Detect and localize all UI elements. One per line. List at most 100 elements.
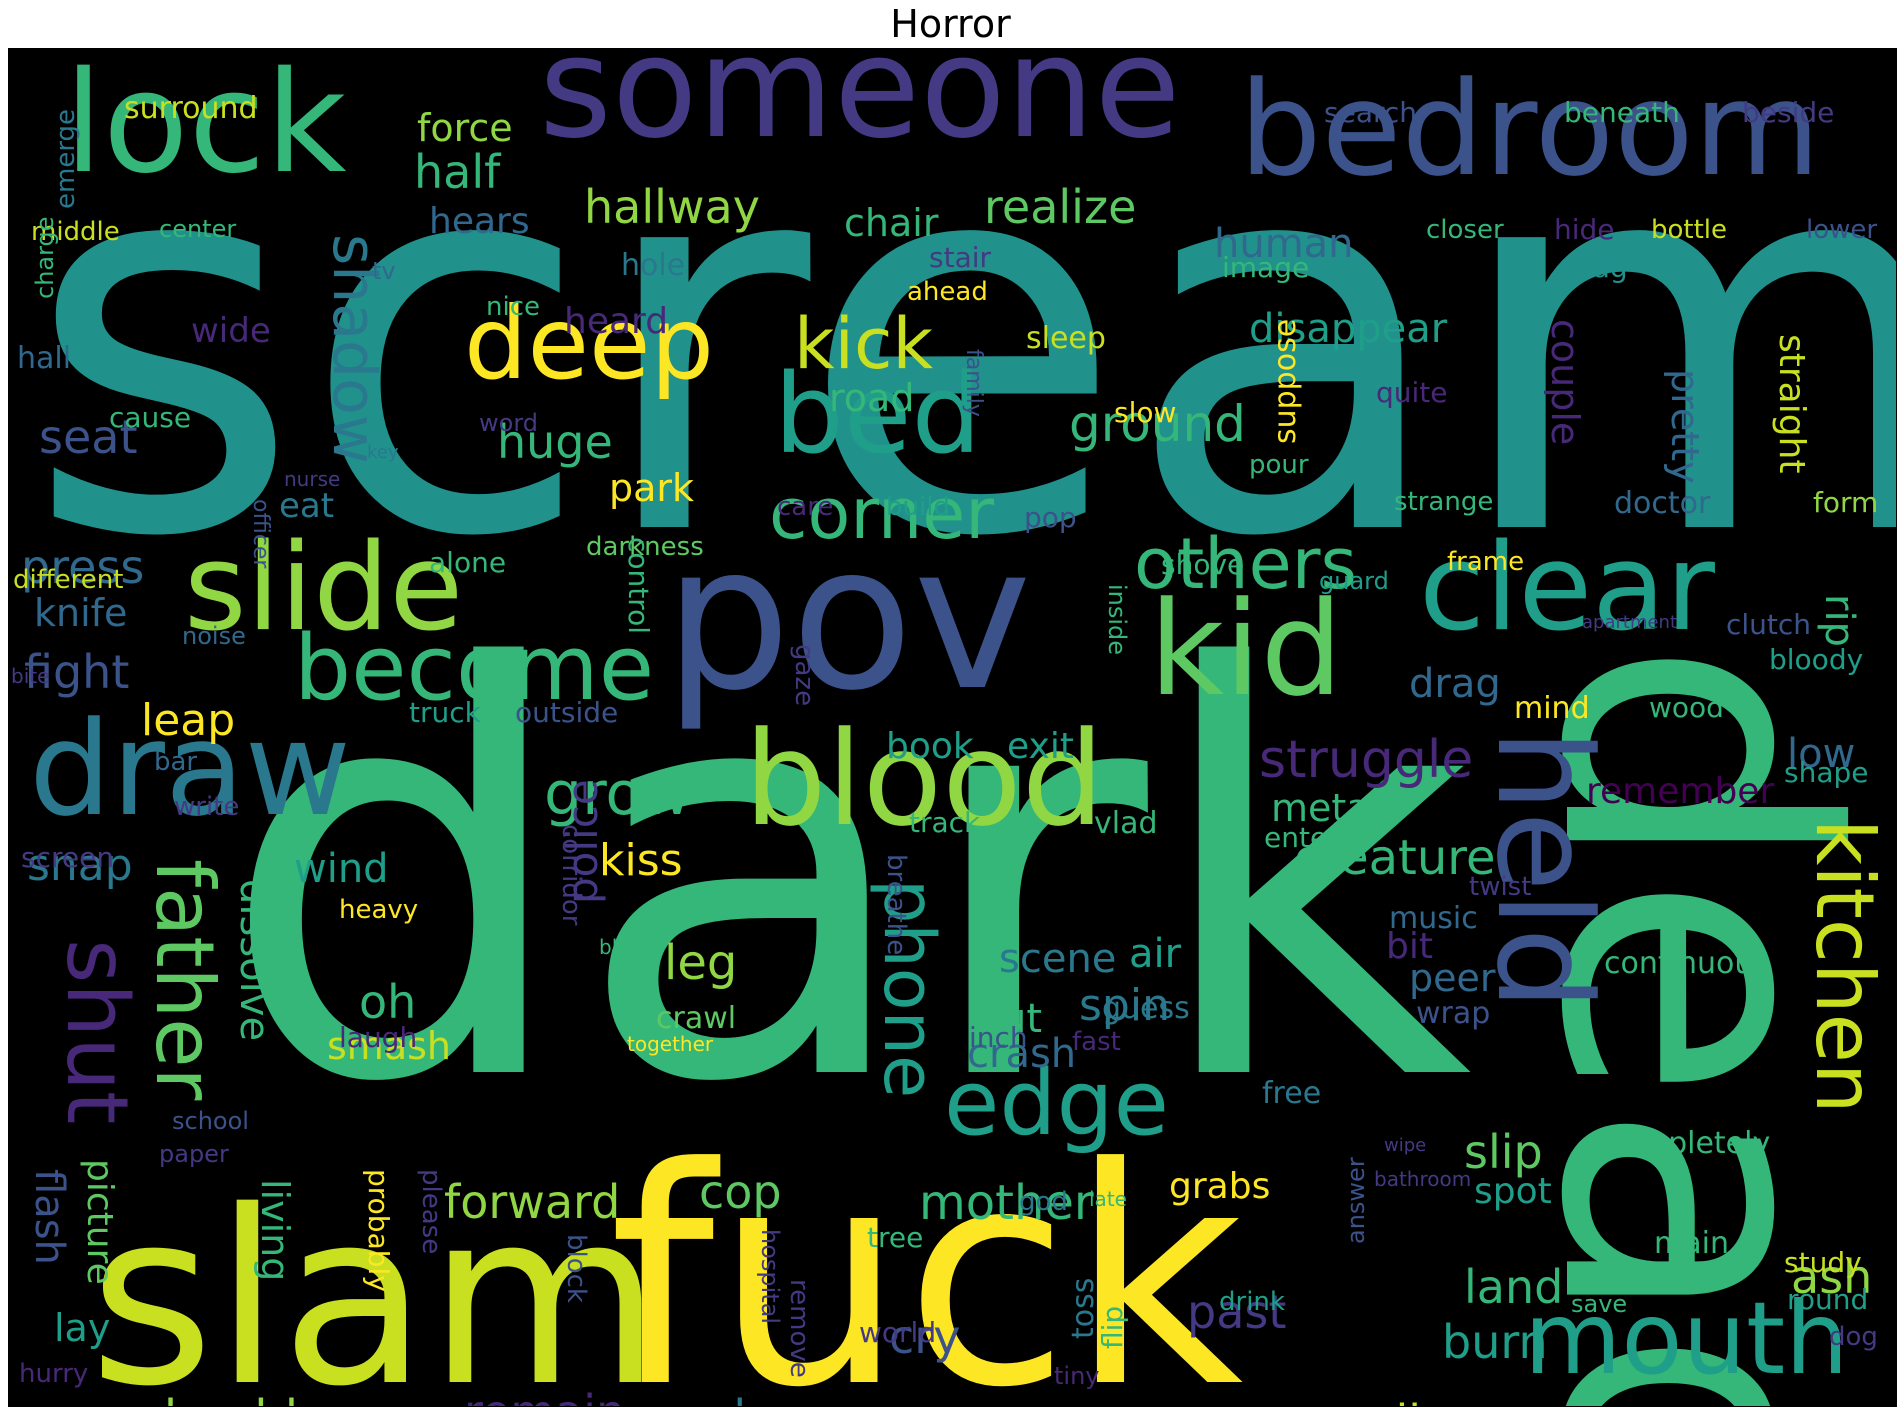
word: clutch	[1726, 608, 1812, 641]
word: creature	[1294, 830, 1496, 886]
word: die	[1379, 1399, 1449, 1406]
word: park	[609, 466, 695, 510]
word: wide	[191, 311, 271, 351]
word: hide	[1554, 213, 1615, 246]
word: tv	[372, 257, 396, 285]
word: straight	[1771, 334, 1812, 474]
word: frame	[1447, 547, 1525, 577]
word: human	[1214, 221, 1354, 267]
word: flash	[26, 1169, 72, 1265]
word: charge	[31, 216, 59, 299]
word-cloud: scream dark dead fuck slam pov someone b…	[8, 48, 1897, 1407]
word: pov	[664, 502, 1032, 735]
word: please	[416, 1169, 446, 1255]
word: scene	[999, 936, 1117, 982]
word: tiny	[1054, 1362, 1100, 1390]
word: bar	[154, 747, 198, 777]
word: block	[561, 1234, 591, 1303]
word: drink	[1219, 1287, 1285, 1317]
word: crack	[799, 1404, 913, 1407]
word: rip	[1816, 594, 1862, 647]
word: vlad	[1094, 806, 1158, 841]
word: leap	[141, 695, 236, 746]
word: beside	[1742, 96, 1835, 129]
word: ash	[1791, 1250, 1873, 1304]
word: crash	[967, 1031, 1077, 1077]
word: bite	[11, 664, 50, 688]
word: father	[138, 859, 231, 1101]
word: drag	[1409, 661, 1501, 707]
word: care	[777, 492, 834, 522]
word: hurry	[19, 1359, 89, 1389]
word: noise	[182, 622, 246, 650]
word: round	[1787, 1283, 1869, 1316]
word: cop	[699, 1165, 782, 1219]
word: cause	[109, 401, 192, 434]
word: kid	[1149, 573, 1343, 725]
word: different	[13, 565, 124, 595]
word: study	[1784, 1246, 1862, 1279]
word: bathroom	[1374, 1167, 1472, 1191]
word: bed	[774, 350, 982, 478]
word: pop	[1024, 501, 1077, 534]
word: fight	[24, 645, 130, 699]
word: toss	[1066, 1277, 1101, 1339]
word: shoulder	[139, 1394, 347, 1406]
word: clear	[1419, 519, 1716, 658]
word: book	[886, 726, 974, 767]
word: fuck	[609, 1104, 1244, 1407]
word: bottle	[1651, 215, 1728, 245]
word: darkness	[586, 532, 704, 562]
word: picture	[79, 1159, 120, 1285]
word: enter	[1264, 821, 1339, 854]
chart-title: Horror	[890, 2, 1011, 46]
word: mother	[919, 1175, 1094, 1231]
word: spin	[1079, 980, 1170, 1031]
word: smash	[327, 1024, 451, 1068]
word: road	[829, 376, 915, 420]
word: probably	[362, 1169, 395, 1292]
word: forward	[444, 1175, 621, 1229]
word: continuous	[1604, 946, 1769, 981]
word: draw	[29, 693, 351, 845]
word: heard	[564, 301, 669, 342]
word: knife	[34, 591, 128, 635]
word: center	[159, 215, 237, 243]
word: breathe	[881, 854, 911, 956]
word: seat	[39, 410, 138, 464]
word: air	[1129, 931, 1182, 977]
word: answer	[1342, 1157, 1370, 1244]
word: corridor	[556, 824, 586, 926]
word: middle	[31, 217, 120, 247]
word: past	[1187, 1285, 1287, 1339]
word: bit	[1386, 926, 1433, 967]
word: kitchen	[1798, 819, 1891, 1114]
word: shut	[47, 939, 146, 1125]
word: hospital	[756, 1229, 784, 1325]
word: living	[253, 1179, 297, 1282]
word: main	[1654, 1226, 1729, 1261]
word: hall	[17, 341, 72, 376]
word: press	[21, 540, 145, 594]
word: metal	[1271, 786, 1381, 830]
word: screen	[21, 841, 115, 874]
word: ahead	[907, 277, 988, 307]
word: someone	[539, 48, 1181, 170]
word: save	[1571, 1290, 1628, 1318]
word: beneath	[1564, 96, 1680, 129]
word: scream	[25, 48, 1897, 652]
word: form	[1813, 486, 1879, 519]
word: fast	[1072, 1027, 1121, 1057]
word: music	[1389, 901, 1478, 936]
word: nice	[486, 292, 540, 322]
word: slow	[1114, 396, 1177, 429]
word: closer	[1426, 215, 1504, 245]
word: outside	[515, 696, 619, 729]
word: blood	[744, 703, 1105, 855]
word: nurse	[284, 467, 341, 491]
word: chair	[844, 201, 939, 245]
word: gaze	[789, 644, 819, 707]
word: image	[1222, 251, 1310, 284]
word: shove	[1161, 548, 1245, 581]
word: tree	[867, 1221, 924, 1254]
